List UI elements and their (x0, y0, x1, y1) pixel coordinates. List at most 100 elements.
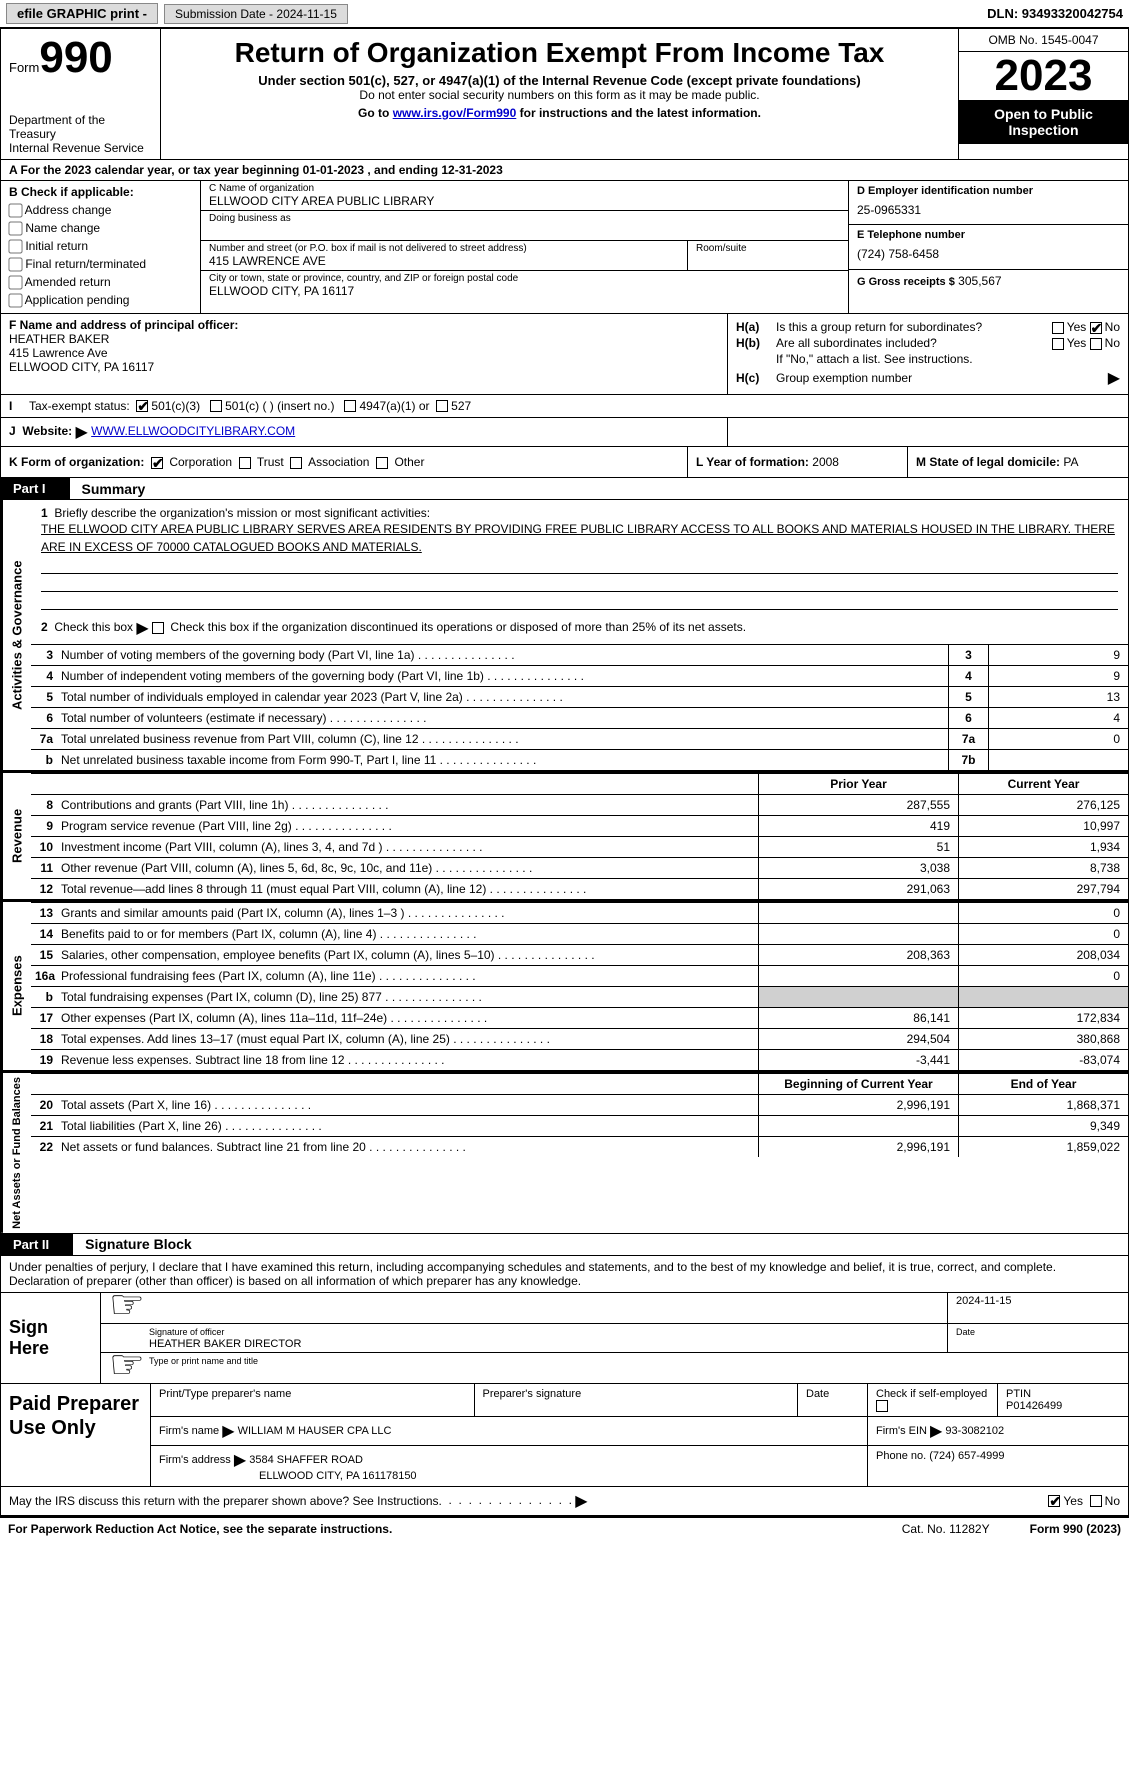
summary-row: 12Total revenue—add lines 8 through 11 (… (31, 878, 1128, 899)
officer-sig-name: HEATHER BAKER DIRECTOR (149, 1338, 301, 1350)
governance-section: Activities & Governance 1 Briefly descri… (0, 500, 1129, 771)
summary-row: 6Total number of volunteers (estimate if… (31, 707, 1128, 728)
website-link[interactable]: WWW.ELLWOODCITYLIBRARY.COM (91, 424, 295, 438)
efile-print-button[interactable]: efile GRAPHIC print - (6, 3, 158, 24)
section-h: H(a) Is this a group return for subordin… (728, 314, 1128, 394)
part1-header: Part I Summary (0, 478, 1129, 500)
summary-row: 18Total expenses. Add lines 13–17 (must … (31, 1028, 1128, 1049)
year-formation: 2008 (812, 455, 839, 469)
cb-name-change[interactable]: Name change (9, 219, 192, 237)
perjury-declaration: Under penalties of perjury, I declare th… (0, 1256, 1129, 1293)
cb-address-change[interactable]: Address change (9, 201, 192, 219)
expenses-section: Expenses 13Grants and similar amounts pa… (0, 900, 1129, 1071)
summary-row: 9Program service revenue (Part VIII, lin… (31, 815, 1128, 836)
cb-discontinued[interactable] (152, 622, 164, 634)
omb-number: OMB No. 1545-0047 (959, 29, 1128, 52)
paid-preparer-block: Paid Preparer Use Only Print/Type prepar… (0, 1384, 1129, 1487)
cb-501c3[interactable] (136, 400, 148, 412)
gross-receipts: 305,567 (958, 274, 1001, 288)
section-i: I Tax-exempt status: 501(c)(3) 501(c) ( … (0, 395, 1129, 418)
ha-yes[interactable] (1052, 322, 1064, 334)
form-number: Form990 (9, 33, 152, 83)
netassets-section: Net Assets or Fund Balances Beginning of… (0, 1071, 1129, 1234)
section-c: C Name of organization ELLWOOD CITY AREA… (201, 181, 848, 313)
cb-trust[interactable] (239, 457, 251, 469)
form-title: Return of Organization Exempt From Incom… (169, 37, 950, 69)
summary-row: 22Net assets or fund balances. Subtract … (31, 1136, 1128, 1157)
hb-no[interactable] (1090, 338, 1102, 350)
section-d: D Employer identification number 25-0965… (848, 181, 1128, 313)
discuss-yes[interactable] (1048, 1495, 1060, 1507)
cb-4947[interactable] (344, 400, 356, 412)
section-klm: K Form of organization: Corporation Trus… (0, 447, 1129, 478)
sign-here-block: Sign Here ☞ 2024-11-15 Signature of offi… (0, 1293, 1129, 1384)
irs-label: Internal Revenue Service (9, 141, 152, 155)
summary-row: 10Investment income (Part VIII, column (… (31, 836, 1128, 857)
cb-527[interactable] (436, 400, 448, 412)
summary-row: bNet unrelated business taxable income f… (31, 749, 1128, 770)
firm-name: WILLIAM M HAUSER CPA LLC (238, 1425, 392, 1437)
section-fh: F Name and address of principal officer:… (0, 314, 1129, 395)
officer-name: HEATHER BAKER (9, 332, 719, 346)
summary-row: 16aProfessional fundraising fees (Part I… (31, 965, 1128, 986)
firm-addr2: ELLWOOD CITY, PA 161178150 (259, 1470, 417, 1482)
cb-501c[interactable] (210, 400, 222, 412)
summary-row: 15Salaries, other compensation, employee… (31, 944, 1128, 965)
summary-row: 20Total assets (Part X, line 16) 2,996,1… (31, 1094, 1128, 1115)
discuss-irs-row: May the IRS discuss this return with the… (0, 1487, 1129, 1516)
ptin: P01426499 (1006, 1400, 1062, 1412)
cb-application-pending[interactable]: Application pending (9, 291, 192, 309)
summary-row: 4Number of independent voting members of… (31, 665, 1128, 686)
summary-row: 8Contributions and grants (Part VIII, li… (31, 794, 1128, 815)
form-subtitle-1: Under section 501(c), 527, or 4947(a)(1)… (169, 73, 950, 88)
firm-phone: (724) 657-4999 (929, 1450, 1004, 1462)
ha-no[interactable] (1090, 322, 1102, 334)
form-header: Form990 Department of the Treasury Inter… (0, 28, 1129, 160)
org-name: ELLWOOD CITY AREA PUBLIC LIBRARY (209, 194, 840, 208)
phone: (724) 758-6458 (857, 247, 1120, 261)
tax-year: 2023 (959, 52, 1128, 100)
summary-row: 11Other revenue (Part VIII, column (A), … (31, 857, 1128, 878)
section-bcd: B Check if applicable: Address change Na… (0, 181, 1129, 314)
ein: 25-0965331 (857, 203, 1120, 217)
open-inspection: Open to Public Inspection (959, 100, 1128, 144)
hb-yes[interactable] (1052, 338, 1064, 350)
form-subtitle-3: Go to www.irs.gov/Form990 for instructio… (169, 106, 950, 120)
dln: DLN: 93493320042754 (987, 6, 1123, 21)
sig-date: 2024-11-15 (948, 1293, 1128, 1323)
firm-ein: 93-3082102 (945, 1425, 1004, 1437)
cb-final-return[interactable]: Final return/terminated (9, 255, 192, 273)
firm-addr1: 3584 SHAFFER ROAD (249, 1454, 363, 1466)
dept-treasury: Department of the Treasury (9, 113, 152, 141)
summary-row: 21Total liabilities (Part X, line 26) 9,… (31, 1115, 1128, 1136)
summary-row: 13Grants and similar amounts paid (Part … (31, 902, 1128, 923)
section-b: B Check if applicable: Address change Na… (1, 181, 201, 313)
page-footer: For Paperwork Reduction Act Notice, see … (0, 1516, 1129, 1540)
form-subtitle-2: Do not enter social security numbers on … (169, 88, 950, 102)
cb-initial-return[interactable]: Initial return (9, 237, 192, 255)
part2-header: Part II Signature Block (0, 1234, 1129, 1256)
summary-row: 14Benefits paid to or for members (Part … (31, 923, 1128, 944)
topbar: efile GRAPHIC print - Submission Date - … (0, 0, 1129, 28)
submission-date: Submission Date - 2024-11-15 (164, 4, 348, 24)
discuss-no[interactable] (1090, 1495, 1102, 1507)
state-domicile: PA (1063, 455, 1078, 469)
summary-row: bTotal fundraising expenses (Part IX, co… (31, 986, 1128, 1007)
summary-row: 19Revenue less expenses. Subtract line 1… (31, 1049, 1128, 1070)
cb-self-employed[interactable] (876, 1400, 888, 1412)
revenue-section: Revenue Prior Year Current Year 8Contrib… (0, 771, 1129, 900)
officer-addr2: ELLWOOD CITY, PA 16117 (9, 360, 719, 374)
cb-corporation[interactable] (151, 457, 163, 469)
cb-association[interactable] (290, 457, 302, 469)
mission-text: THE ELLWOOD CITY AREA PUBLIC LIBRARY SER… (41, 520, 1118, 556)
summary-row: 5Total number of individuals employed in… (31, 686, 1128, 707)
summary-row: 7aTotal unrelated business revenue from … (31, 728, 1128, 749)
city-state-zip: ELLWOOD CITY, PA 16117 (209, 284, 840, 298)
section-f: F Name and address of principal officer:… (1, 314, 728, 394)
summary-row: 17Other expenses (Part IX, column (A), l… (31, 1007, 1128, 1028)
cb-amended-return[interactable]: Amended return (9, 273, 192, 291)
officer-addr1: 415 Lawrence Ave (9, 346, 719, 360)
irs-link[interactable]: www.irs.gov/Form990 (393, 106, 517, 120)
cb-other[interactable] (376, 457, 388, 469)
summary-row: 3Number of voting members of the governi… (31, 644, 1128, 665)
